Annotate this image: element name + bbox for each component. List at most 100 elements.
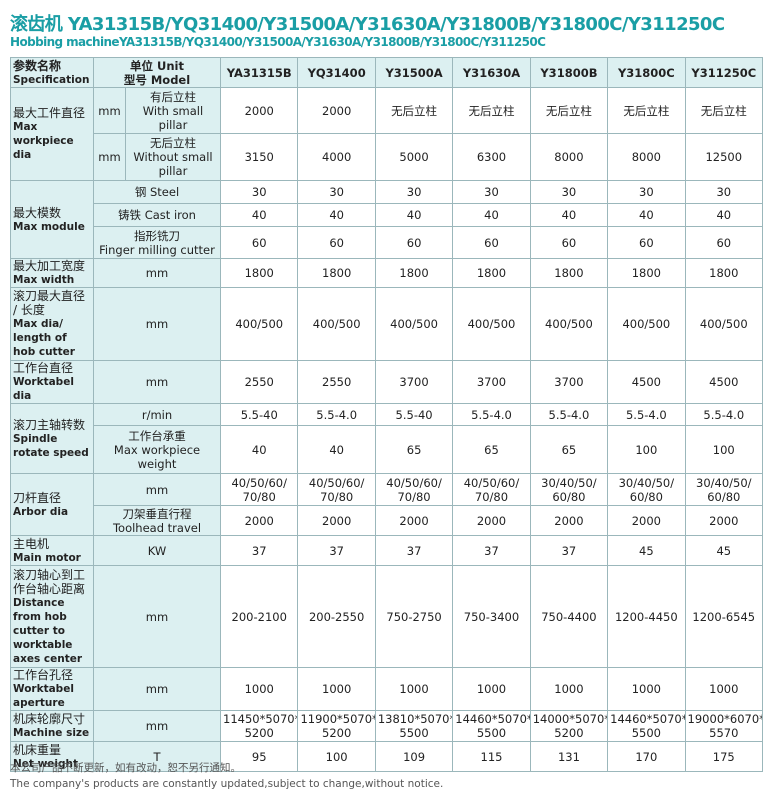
spec-text: 滚刀轴心到工作台轴心距离 [13, 567, 86, 596]
value-cell: 2000 [684, 505, 764, 536]
model-cell: Y311250C [684, 57, 764, 88]
unit-text: r/min [141, 407, 173, 422]
value: 400/500 [622, 317, 671, 331]
sub-text: 无后立柱 [150, 136, 196, 150]
value: 2000 [244, 513, 274, 528]
value-cell: 4500 [607, 360, 686, 404]
value-cell: 200-2550 [297, 565, 376, 668]
spec-text: 滚刀最大直径 / 长度 [13, 289, 86, 317]
value-cell: 1000 [220, 667, 299, 711]
value: 109 [403, 749, 426, 764]
spec-text: 机床轮廓尺寸 [13, 712, 86, 726]
value: 45 [639, 543, 654, 558]
value-cell: 2000 [529, 505, 609, 536]
spec-table: 参数名称 Specification 单位 Unit 型号 Model YA31315B… [10, 57, 764, 772]
value-cell: 37 [297, 535, 376, 566]
value-cell: 1000 [607, 667, 686, 711]
value-cell: 1800 [607, 258, 686, 288]
value: 750-2750 [386, 609, 442, 624]
value-cell: 30 [684, 180, 764, 204]
value-cell: 8000 [607, 133, 686, 181]
spec-text: 最大工件直径 [13, 106, 86, 120]
value: 40 [561, 208, 577, 222]
value-cell: 2000 [220, 87, 299, 134]
value-cell: 30 [607, 180, 686, 204]
value: 2550 [322, 375, 352, 389]
value: 8000 [631, 150, 661, 164]
value: 5500 [399, 726, 429, 740]
value-cell: 1800 [374, 258, 454, 288]
unit-cell: T [92, 741, 222, 772]
unit-text: mm [145, 317, 169, 331]
value: 5.5-4.0 [548, 407, 590, 422]
value: 37 [406, 543, 422, 558]
value-cell: 65 [374, 425, 454, 474]
spec-label: 刀杆直径 Arbor dia [10, 473, 94, 536]
value: 30/40/50/ [618, 475, 675, 490]
value-cell: 5.5-4.0 [684, 403, 764, 426]
value: 5.5-4.0 [316, 407, 358, 422]
value: 60 [329, 235, 344, 250]
value: 170 [635, 749, 658, 764]
value-cell: 3700 [529, 360, 609, 404]
spec-text: 滚刀主轴转数 [13, 417, 86, 432]
spec-text: Distance from hob cutter to worktable ax… [13, 596, 83, 665]
row: 指形铣刀 Finger milling cutter 60 60 60 60 60 60 60 [11, 226, 764, 259]
value: 37 [561, 543, 577, 558]
spec-text: Worktabel aperture [13, 683, 74, 709]
value-cell: 40/50/60/70/80 [452, 473, 531, 506]
unit-cell: mm [92, 565, 222, 668]
header-row: 参数名称 Specification 单位 Unit 型号 Model YA31315B… [10, 57, 764, 88]
value-cell: 170 [607, 741, 686, 772]
value-cell: 14460*5070* 5500 [607, 710, 686, 742]
value-cell: 40 [374, 203, 454, 227]
spec-text: 最大加工宽度 [13, 259, 86, 274]
value: 1000 [476, 682, 507, 696]
value-cell: 100 [684, 425, 764, 474]
spec-label: 主电机 Main motor [10, 535, 94, 566]
value: 1000 [709, 682, 739, 696]
value-cell: 40 [220, 425, 299, 474]
value-cell: 4500 [684, 360, 764, 404]
unit-text: KW [147, 543, 167, 558]
value-cell: 40/50/60/70/80 [220, 473, 299, 506]
value: 3700 [476, 375, 507, 389]
spec-text: Machine size [13, 727, 90, 739]
value: 40/50/60/ [231, 475, 287, 490]
sub-label: 铸铁 Cast iron [92, 203, 222, 227]
model-cell: Y31800C [607, 57, 686, 88]
model-cell: Y31800B [529, 57, 609, 88]
value-cell: 3700 [374, 360, 454, 404]
value: 37 [251, 543, 267, 558]
value-cell: 37 [452, 535, 531, 566]
value-cell: 30 [452, 180, 531, 204]
spec-label: 工作台直径 Worktabel dia [10, 360, 94, 404]
value-cell: 400/500 [374, 287, 454, 361]
value: 37 [484, 543, 499, 558]
value: 5500 [476, 726, 507, 740]
value-cell: 750-2750 [374, 565, 454, 668]
value-cell: 131 [529, 741, 609, 772]
value-cell: 400/500 [220, 287, 299, 361]
value-cell: 175 [684, 741, 764, 772]
value-cell: 13810*5070* 5500 [374, 710, 454, 742]
value-cell: 400/500 [529, 287, 609, 361]
value: 5.5-40 [240, 407, 278, 422]
unit-text: mm [145, 375, 169, 389]
spec-text: Spindle rotate speed [13, 432, 89, 459]
value: 60 [484, 235, 499, 250]
value-cell: 750-3400 [452, 565, 531, 668]
value-cell: 2000 [607, 505, 686, 536]
value-cell: 无后立柱 [452, 87, 531, 134]
value-cell: 1800 [220, 258, 299, 288]
value-cell: 65 [452, 425, 531, 474]
value-cell: 2000 [297, 505, 376, 536]
value: 1000 [554, 682, 584, 696]
value: 5200 [244, 726, 274, 740]
value: 4000 [322, 150, 352, 164]
value-cell: 1800 [684, 258, 764, 288]
value-cell: 14000*5070* 5200 [529, 710, 609, 742]
sub-label: 有后立柱 With small pillar [124, 87, 222, 134]
value: 2000 [244, 103, 274, 118]
